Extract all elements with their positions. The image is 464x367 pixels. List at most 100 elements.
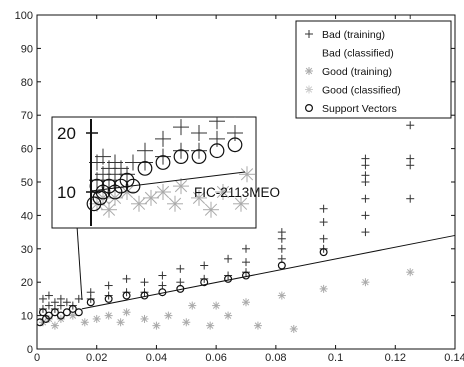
point-asterisk-s2-4 xyxy=(68,311,77,320)
point-circle-s4-0 xyxy=(37,318,44,327)
point-asterisk-s2-12 xyxy=(164,311,173,320)
inset-point-plus-s0-9 xyxy=(119,166,135,183)
point-asterisk-s2-18 xyxy=(242,298,250,307)
legend-marker-2 xyxy=(305,67,313,75)
y-axis-ticks: 0 10 20 30 40 50 60 70 80 90 100 xyxy=(15,10,455,356)
point-circle-s4-8 xyxy=(74,308,83,317)
point-asterisk-s2-2 xyxy=(50,321,59,330)
point-circle-s4-4 xyxy=(50,308,59,317)
point-plus-s0-29 xyxy=(242,244,250,253)
x-tick-label: 0.06 xyxy=(205,352,226,364)
inset-zoom: 20 10 FIC-2113MEO xyxy=(51,116,280,229)
point-plus-s0-30 xyxy=(277,254,286,263)
point-asterisk-s2-14 xyxy=(188,301,197,310)
y-tick-label: 40 xyxy=(21,210,33,222)
x-tick-label: 0.1 xyxy=(328,352,343,364)
point-asterisk-s2-9 xyxy=(122,308,131,317)
point-circle-s4-5 xyxy=(56,311,65,320)
x-tick-label: 0.08 xyxy=(265,352,286,364)
point-plus-s0-22 xyxy=(176,264,185,273)
point-plus-s0-16 xyxy=(122,274,131,283)
point-plus-s0-32 xyxy=(277,234,286,243)
legend-marker-0 xyxy=(305,30,313,38)
inset-point-plus-s0-22 xyxy=(234,117,236,118)
inset-point-circle-s4-0 xyxy=(86,196,102,212)
legend-label-3: Good (classified) xyxy=(322,85,401,97)
inset-decision-line xyxy=(90,171,246,192)
point-asterisk-s2-20 xyxy=(277,291,286,300)
inset-point-asterisk-s2-14 xyxy=(239,166,255,183)
inset-annotation: FIC-2113MEO xyxy=(194,185,280,200)
inset-point-asterisk-s2-2 xyxy=(101,201,117,218)
inset-point-plus-s0-16 xyxy=(173,119,189,136)
point-plus-s0-38 xyxy=(361,228,370,237)
point-circle-s4-9 xyxy=(86,298,95,307)
point-asterisk-s2-7 xyxy=(104,311,113,320)
point-plus-s0-49 xyxy=(406,15,415,19)
legend-label-1: Bad (classified) xyxy=(322,48,394,60)
point-circle-s4-11 xyxy=(122,291,131,300)
inset-point-circle-s4-11 xyxy=(173,149,189,165)
point-plus-s0-12 xyxy=(86,288,95,297)
inset-point-plus-s0-17 xyxy=(191,142,207,159)
point-plus-s0-37 xyxy=(319,204,328,213)
point-plus-s0-28 xyxy=(242,258,250,267)
inset-point-plus-s0-15 xyxy=(173,142,189,159)
point-asterisk-s2-22 xyxy=(319,284,328,293)
point-plus-s0-1 xyxy=(38,294,47,303)
inset-point-circle-s4-10 xyxy=(155,155,171,170)
point-plus-s0-26 xyxy=(224,254,233,263)
point-plus-s0-40 xyxy=(361,194,370,203)
point-asterisk-s2-23 xyxy=(361,278,370,287)
point-circle-s4-3 xyxy=(44,311,53,320)
point-asterisk-s2-5 xyxy=(80,318,89,327)
inset-point-plus-s0-3 xyxy=(95,148,111,165)
point-asterisk-s2-15 xyxy=(206,321,215,330)
point-circle-s4-18 xyxy=(277,261,286,270)
y-tick-label: 80 xyxy=(21,77,33,89)
point-circle-s4-1 xyxy=(38,308,47,317)
point-plus-s0-19 xyxy=(158,281,167,290)
inset-point-circle-s4-14 xyxy=(227,137,243,153)
legend-label-2: Good (training) xyxy=(322,66,392,78)
inset-point-plus-s0-18 xyxy=(191,125,207,141)
point-asterisk-s2-8 xyxy=(116,318,125,327)
y-tick-label: 30 xyxy=(21,244,33,256)
inset-point-asterisk-s2-10 xyxy=(191,189,207,206)
point-asterisk-s2-11 xyxy=(152,321,161,330)
point-circle-s4-19 xyxy=(319,248,328,257)
point-asterisk-s2-16 xyxy=(212,301,221,310)
x-tick-label: 0.04 xyxy=(146,352,167,364)
point-plus-s0-39 xyxy=(361,211,370,220)
point-plus-s0-5 xyxy=(50,298,59,307)
point-plus-s0-36 xyxy=(319,218,328,227)
point-plus-s0-8 xyxy=(62,298,71,307)
legend-marker-4 xyxy=(305,103,314,112)
inset-point-asterisk-s2-3 xyxy=(107,189,123,206)
point-plus-s0-41 xyxy=(361,178,370,186)
point-circle-s4-6 xyxy=(62,308,71,317)
point-asterisk-s2-24 xyxy=(406,268,415,277)
y-tick-label: 70 xyxy=(21,110,33,122)
point-asterisk-s2-19 xyxy=(253,321,262,330)
point-plus-s0-7 xyxy=(56,294,65,303)
y-tick-label: 90 xyxy=(21,43,33,55)
point-circle-s4-15 xyxy=(200,278,209,287)
y-tick-label: 10 xyxy=(21,311,33,323)
inset-point-plus-s0-20 xyxy=(209,117,225,130)
point-plus-s0-6 xyxy=(56,301,65,310)
x-axis-ticks: 0 0.02 0.04 0.06 0.08 0.1 0.12 0.14 xyxy=(34,15,464,364)
point-plus-s0-33 xyxy=(277,228,286,237)
legend-marker-1 xyxy=(305,48,313,57)
y-tick-label: 100 xyxy=(15,10,33,22)
inset-marks xyxy=(86,117,255,218)
inset-point-asterisk-s2-7 xyxy=(155,184,171,200)
inset-frame xyxy=(51,116,257,229)
legend-label-0: Bad (training) xyxy=(322,29,385,41)
legend-box xyxy=(295,20,452,119)
y-tick-label: 0 xyxy=(27,344,33,356)
inset-point-asterisk-s2-9 xyxy=(173,178,189,195)
point-plus-s0-42 xyxy=(361,171,370,180)
point-plus-s0-46 xyxy=(406,161,415,170)
